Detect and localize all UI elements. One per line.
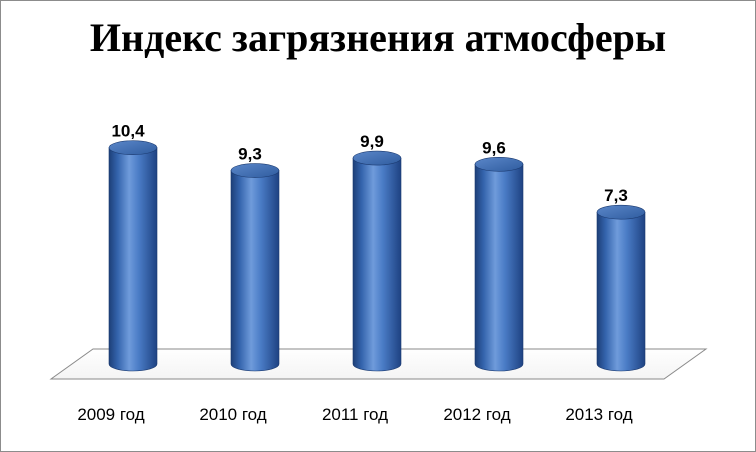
bar-2012-год xyxy=(474,157,524,372)
data-label: 9,6 xyxy=(482,138,506,157)
x-tick-label: 2009 год xyxy=(77,405,144,424)
data-label: 9,3 xyxy=(238,145,262,164)
chart-title: Индекс загрязнения атмосферы xyxy=(89,15,667,60)
data-label: 10,4 xyxy=(111,122,145,141)
bar-2010-год xyxy=(230,163,280,372)
x-tick-label: 2011 год xyxy=(322,405,388,424)
data-label: 7,3 xyxy=(604,186,628,205)
data-label: 9,9 xyxy=(360,132,384,151)
bars-group xyxy=(108,140,646,372)
bar-2013-год xyxy=(596,204,646,372)
bar-2009-год xyxy=(108,140,158,372)
x-tick-labels-group: 2009 год 2010 год 2011 год 2012 год 2013 год xyxy=(77,405,632,424)
bar-2011-год xyxy=(352,150,402,372)
x-tick-label: 2013 год xyxy=(565,405,632,424)
x-tick-label: 2010 год xyxy=(199,405,266,424)
x-tick-label: 2012 год xyxy=(443,405,510,424)
data-labels-group: 10,4 9,3 9,9 9,6 7,3 xyxy=(111,122,627,205)
